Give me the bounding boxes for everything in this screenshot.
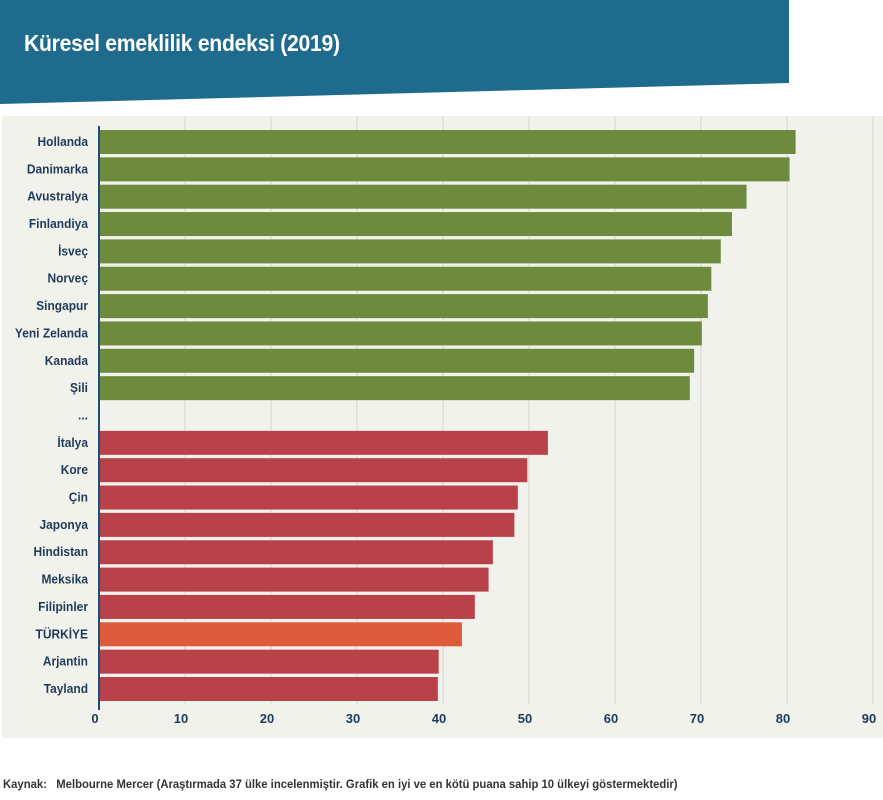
bar-18	[100, 622, 462, 647]
category-label: Yeni Zelanda	[15, 326, 89, 341]
x-tick-label: 40	[432, 711, 446, 726]
source-text: Melbourne Mercer (Araştırmada 37 ülke in…	[56, 777, 678, 791]
category-label: TÜRKİYE	[36, 626, 88, 642]
bar-8	[100, 348, 695, 373]
x-tick-label: 0	[91, 711, 98, 726]
source-label: Kaynak:	[3, 777, 47, 791]
bar-19	[100, 649, 439, 674]
category-label: Singapur	[36, 299, 88, 314]
bar-6	[100, 294, 708, 319]
category-label: Filipinler	[38, 600, 88, 615]
header-band-shape	[0, 0, 789, 104]
bar-9	[100, 376, 690, 401]
bar-11	[100, 430, 548, 455]
bar-15	[100, 540, 493, 565]
bar-4	[100, 239, 721, 264]
x-tick-label: 60	[604, 711, 618, 726]
bar-17	[100, 594, 475, 619]
bar-1	[100, 157, 790, 182]
x-tick-label: 10	[174, 711, 188, 726]
chart-panel: Hollanda Danimarka Avustralya Finlandiya İsv…	[2, 116, 883, 738]
category-label: İsveç	[58, 243, 88, 259]
bar-5	[100, 266, 712, 291]
bar-3	[100, 212, 732, 237]
x-tick-label: 80	[776, 711, 790, 726]
category-label: Hindistan	[34, 545, 88, 560]
header-band	[0, 0, 789, 106]
category-label: Norveç	[47, 271, 88, 286]
category-label: Şili	[70, 381, 88, 396]
category-label: İtalya	[57, 434, 89, 450]
category-label: Meksika	[41, 572, 89, 587]
category-label: ...	[78, 408, 88, 423]
category-label: Arjantin	[43, 654, 88, 669]
category-label: Japonya	[39, 517, 89, 532]
bar-20	[100, 677, 438, 701]
page-title: Küresel emeklilik endeksi (2019)	[24, 30, 340, 56]
bar-chart: Hollanda Danimarka Avustralya Finlandiya İsv…	[15, 116, 876, 726]
x-tick-label: 20	[260, 711, 274, 726]
category-label: Kanada	[45, 353, 89, 368]
bar-2	[100, 184, 747, 209]
category-label: Hollanda	[38, 135, 89, 150]
x-tick-label: 50	[518, 711, 532, 726]
x-tick-label: 70	[690, 711, 704, 726]
category-label: Danimarka	[27, 162, 89, 177]
bar-12	[100, 458, 528, 483]
source-note: Kaynak: Melbourne Mercer (Araştırmada 37 …	[3, 777, 678, 791]
category-label: Çin	[69, 490, 88, 505]
x-tick-label: 30	[346, 711, 360, 726]
category-label: Kore	[61, 463, 88, 478]
x-tick-label: 90	[862, 711, 876, 726]
bar-13	[100, 485, 518, 510]
category-label: Finlandiya	[29, 217, 89, 232]
category-label: Tayland	[44, 682, 88, 697]
category-label: Avustralya	[27, 189, 89, 204]
bar-16	[100, 567, 489, 592]
bar-0	[100, 130, 796, 154]
bar-7	[100, 321, 702, 346]
bar-14	[100, 512, 515, 537]
